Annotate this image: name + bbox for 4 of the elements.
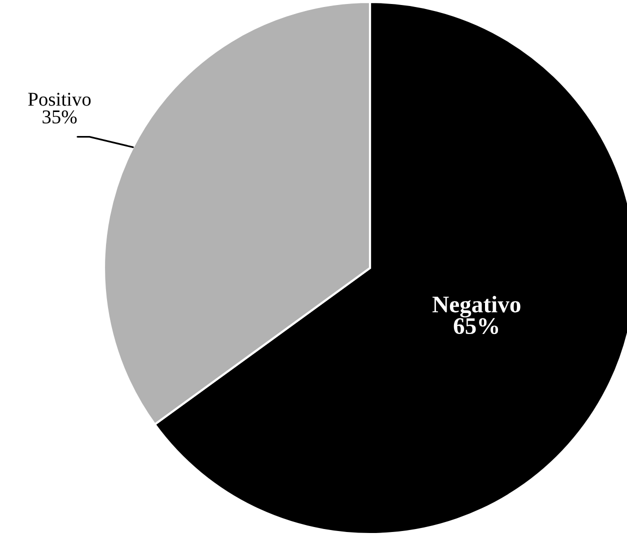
slice-label: Negativo: [432, 296, 520, 318]
data-label: 65%: [454, 318, 498, 334]
slice-label: Positivo: [28, 92, 91, 106]
data-label: 35%: [42, 110, 77, 124]
